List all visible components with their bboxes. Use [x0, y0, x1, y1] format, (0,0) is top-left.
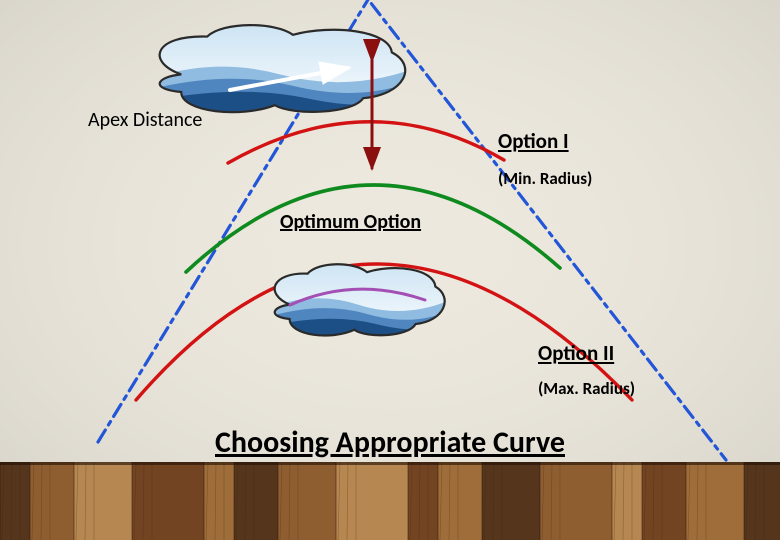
label-option-2: Option II — [538, 340, 614, 366]
diagram-title: Choosing Appropriate Curve — [0, 424, 780, 461]
label-min-radius: (Min. Radius) — [498, 168, 592, 189]
label-option-1: Option I — [498, 128, 569, 154]
label-max-radius: (Max. Radius) — [538, 378, 635, 399]
label-optimum-option: Optimum Option — [280, 210, 421, 234]
label-apex-distance: Apex Distance — [88, 108, 202, 132]
